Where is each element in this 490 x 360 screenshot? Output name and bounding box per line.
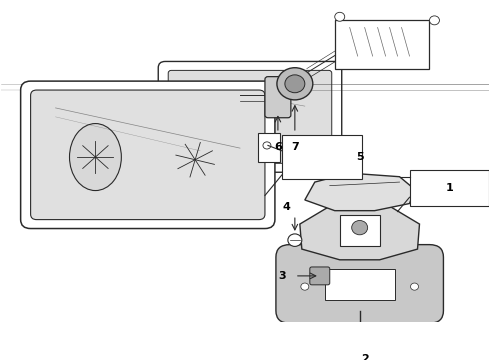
Polygon shape — [300, 206, 419, 260]
FancyBboxPatch shape — [276, 245, 443, 323]
Text: 3: 3 — [278, 271, 286, 281]
Bar — [282, 135, 362, 179]
Bar — [335, 21, 429, 69]
Bar — [340, 215, 380, 246]
Circle shape — [285, 75, 305, 93]
Circle shape — [263, 142, 271, 149]
Text: 5: 5 — [356, 152, 364, 162]
Polygon shape — [305, 173, 415, 211]
Circle shape — [277, 68, 313, 100]
Circle shape — [301, 283, 309, 290]
Ellipse shape — [70, 123, 122, 190]
Bar — [325, 269, 394, 300]
Text: 4: 4 — [283, 202, 291, 212]
FancyBboxPatch shape — [310, 267, 330, 285]
Text: 7: 7 — [291, 142, 299, 152]
Text: 1: 1 — [445, 183, 453, 193]
Text: 6: 6 — [274, 142, 282, 152]
Text: 2: 2 — [361, 354, 368, 360]
FancyBboxPatch shape — [158, 62, 342, 172]
Circle shape — [352, 220, 368, 235]
Bar — [258, 133, 280, 162]
FancyBboxPatch shape — [21, 81, 275, 229]
Bar — [410, 171, 490, 206]
FancyBboxPatch shape — [30, 90, 265, 220]
Circle shape — [411, 283, 418, 290]
Circle shape — [429, 16, 440, 25]
Circle shape — [288, 234, 302, 246]
FancyBboxPatch shape — [265, 77, 291, 118]
FancyBboxPatch shape — [168, 71, 332, 163]
Circle shape — [350, 329, 369, 347]
Circle shape — [335, 12, 345, 21]
